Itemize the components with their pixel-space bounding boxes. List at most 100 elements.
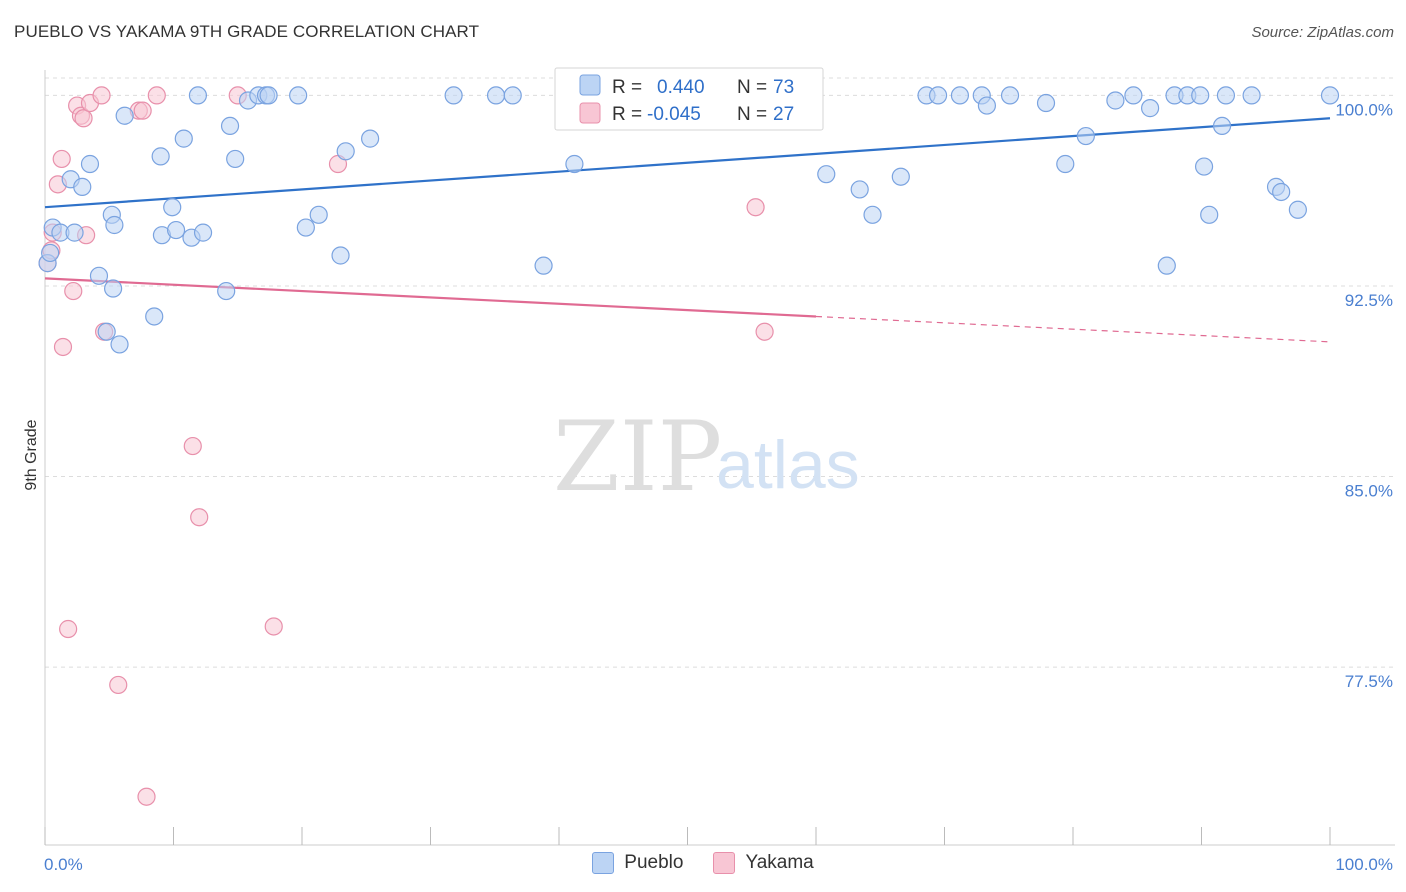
yakama-point: [190, 508, 209, 527]
pueblo-point: [817, 165, 836, 184]
pueblo-point: [1140, 99, 1160, 118]
pueblo-point: [1036, 93, 1056, 113]
pueblo-label: Pueblo: [624, 852, 684, 873]
pueblo-point: [115, 106, 134, 125]
pueblo-point: [73, 177, 92, 196]
x-tick-label-min: 0.0%: [44, 855, 83, 874]
legend-frame: [554, 67, 824, 131]
pueblo-point: [1191, 86, 1210, 105]
stats-legend: R = 0.440 N = 73 R = -0.045 N = 27: [554, 67, 824, 131]
pueblo-point: [97, 322, 116, 341]
pueblo-point: [151, 147, 170, 166]
pueblo-point: [1320, 86, 1340, 105]
yakama-point: [183, 436, 202, 456]
legend-r-value-pueblo: 0.440: [657, 77, 705, 98]
pueblo-point: [1124, 86, 1143, 105]
pueblo-point: [163, 198, 182, 217]
pueblo-point: [1242, 86, 1261, 105]
pueblo-point: [1157, 256, 1176, 275]
pueblo-point: [950, 86, 970, 105]
pueblo-point: [259, 86, 278, 105]
pueblo-point: [850, 180, 869, 199]
legend-item-yakama[interactable]: Yakama: [713, 852, 814, 874]
legend-n-label-pueblo: N =: [737, 77, 767, 98]
yakama-point: [264, 617, 283, 636]
pueblo-point: [104, 279, 123, 298]
yakama-label: Yakama: [745, 852, 814, 873]
legend-n-label-yakama: N =: [737, 104, 767, 125]
pueblo-point: [891, 167, 910, 186]
yakama-trend-line: [44, 277, 817, 318]
y-axis-title: 9th Grade: [23, 419, 40, 490]
legend-n-value-pueblo: 73: [773, 77, 794, 98]
yakama-point: [52, 149, 71, 169]
watermark-zip: ZIP: [553, 401, 722, 513]
pueblo-point: [89, 266, 109, 285]
pueblo-point: [289, 86, 308, 105]
pueblo-point: [534, 256, 553, 275]
pueblo-point: [1288, 200, 1307, 219]
pueblo-point: [220, 116, 240, 136]
yakama-point: [755, 322, 774, 341]
legend-r-label-pueblo: R =: [612, 77, 642, 98]
pueblo-point: [1200, 205, 1219, 224]
pueblo-point: [145, 307, 164, 326]
pueblo-point: [105, 215, 124, 235]
pueblo-point: [309, 205, 328, 224]
pueblo-point: [188, 86, 208, 105]
legend-r-value-yakama: -0.045: [647, 104, 701, 125]
legend-item-pueblo[interactable]: Pueblo: [592, 852, 683, 874]
pueblo-point: [1216, 86, 1236, 105]
pueblo-point: [331, 246, 350, 265]
pueblo-point: [565, 154, 584, 174]
pueblo-point: [503, 86, 522, 105]
y-tick-label: 85.0%: [1345, 482, 1393, 501]
pueblo-point: [41, 243, 60, 263]
pueblo-trend-line: [44, 117, 1331, 209]
yakama-point: [147, 86, 166, 105]
source-label: Source: ZipAtlas.com: [1251, 24, 1394, 41]
pueblo-point: [1272, 182, 1291, 202]
yakama-swatch: [713, 852, 736, 874]
yakama-point: [92, 86, 111, 105]
yakama-point: [59, 619, 78, 639]
pueblo-point: [444, 86, 463, 105]
yakama-point: [74, 109, 93, 128]
x-tick-labels: 0.0% 100.0%: [44, 855, 1393, 874]
axes: [44, 70, 1395, 846]
pueblo-point: [217, 281, 236, 301]
pueblo-point: [1056, 154, 1075, 174]
pueblo-points: [38, 86, 1340, 354]
pueblo-point: [486, 86, 506, 105]
pueblo-point: [296, 218, 315, 237]
pueblo-point: [1194, 157, 1214, 176]
legend-n-value-yakama: 27: [773, 104, 794, 125]
pueblo-point: [1076, 126, 1095, 146]
pueblo-point: [977, 96, 997, 115]
series-legend: Pueblo Yakama: [0, 852, 1406, 874]
pueblo-point: [174, 129, 193, 148]
yakama-point: [53, 337, 73, 357]
yakama-point: [137, 787, 156, 806]
legend-swatch-pueblo: [579, 74, 601, 96]
y-tick-labels: 100.0% 92.5% 85.0% 77.5%: [1335, 100, 1393, 691]
pueblo-point: [928, 86, 948, 105]
pueblo-point: [1212, 116, 1232, 136]
y-tick-label: 77.5%: [1345, 672, 1393, 691]
pueblo-point: [226, 149, 245, 169]
trend-lines: [44, 117, 1331, 343]
legend-swatch-yakama: [579, 102, 601, 124]
yakama-point: [746, 198, 765, 217]
pueblo-point: [166, 220, 186, 240]
pueblo-point: [193, 223, 213, 242]
pueblo-point: [1000, 86, 1020, 105]
yakama-point: [109, 675, 128, 695]
pueblo-point: [863, 205, 882, 224]
pueblo-point: [80, 154, 100, 174]
legend-r-label-yakama: R =: [612, 104, 642, 125]
chart-title: PUEBLO VS YAKAMA 9TH GRADE CORRELATION C…: [14, 22, 480, 41]
pueblo-point: [336, 142, 355, 161]
watermark-atlas: atlas: [716, 427, 860, 503]
pueblo-point: [65, 223, 84, 242]
